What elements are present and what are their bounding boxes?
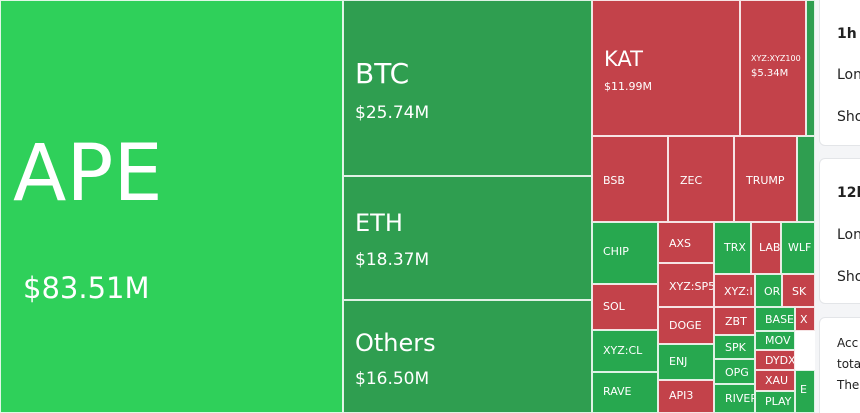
tile-symbol: SPK xyxy=(725,341,746,354)
tile-symbol: E xyxy=(800,383,807,396)
tile-symbol: ZEC xyxy=(680,174,703,187)
tile-rave[interactable]: RAVE xyxy=(592,372,658,413)
tile-kat[interactable]: KAT $11.99M xyxy=(592,0,740,136)
tile-symbol: KAT xyxy=(604,47,643,71)
tile-symbol: XYZ:I xyxy=(724,285,753,298)
tile-symbol: RIVER xyxy=(725,392,755,405)
card-long-label: Lon xyxy=(837,67,860,83)
card-long-label: Lon xyxy=(837,227,860,243)
info-card: Acc tota The xyxy=(819,317,860,413)
tile-wlf[interactable]: WLF xyxy=(781,222,815,274)
tile-opg[interactable]: OPG xyxy=(714,359,755,384)
tile-dydx[interactable]: DYDX xyxy=(755,350,795,370)
tile-axs[interactable]: AXS xyxy=(658,222,714,263)
tile-value: $5.34M xyxy=(751,68,789,79)
tile-or[interactable]: OR xyxy=(755,274,782,307)
tile-symbol: AXS xyxy=(669,237,692,250)
tile-unlabeled[interactable] xyxy=(806,0,815,136)
tile-xyz-sp5[interactable]: XYZ:SP5 xyxy=(658,263,714,307)
tile-xyz-xyz100[interactable]: XYZ:XYZ100 $5.34M xyxy=(740,0,806,136)
tile-symbol: SK xyxy=(792,285,807,298)
tile-sk[interactable]: SK xyxy=(782,274,815,307)
tile-ape[interactable]: APE $83.51M xyxy=(0,0,343,413)
tile-zec[interactable]: ZEC xyxy=(668,136,734,222)
tile-xyz-i[interactable]: XYZ:I xyxy=(714,274,755,307)
tile-symbol: WLF xyxy=(788,241,812,254)
tile-symbol: CHIP xyxy=(603,245,629,258)
tile-value: $11.99M xyxy=(604,80,652,93)
tile-symbol: Others xyxy=(355,329,436,357)
card-title: 1h xyxy=(837,26,857,42)
tile-symbol: TRX xyxy=(724,241,746,254)
tile-symbol: SOL xyxy=(603,300,625,313)
card-title: 12h xyxy=(837,185,860,201)
tile-trump[interactable]: TRUMP xyxy=(734,136,797,222)
tile-others[interactable]: Others $16.50M xyxy=(343,300,592,413)
info-line-2: tota xyxy=(837,357,860,371)
tile-value: $18.37M xyxy=(355,250,430,270)
tile-trx[interactable]: TRX xyxy=(714,222,751,274)
tile-base[interactable]: BASE xyxy=(755,307,795,331)
tile-enj[interactable]: ENJ xyxy=(658,344,714,380)
tile-symbol: API3 xyxy=(669,389,694,402)
tile-symbol: APE xyxy=(13,129,163,219)
tile-btc[interactable]: BTC $25.74M xyxy=(343,0,592,176)
tile-play[interactable]: PLAY xyxy=(755,391,795,413)
tile-symbol: ENJ xyxy=(669,355,688,368)
tile-value: $16.50M xyxy=(355,369,430,389)
tile-symbol: DYDX xyxy=(765,354,795,367)
tile-river[interactable]: RIVER xyxy=(714,384,755,413)
tile-zbt[interactable]: ZBT xyxy=(714,307,755,335)
tile-unlabeled[interactable] xyxy=(797,136,815,222)
tile-symbol: ETH xyxy=(355,209,403,237)
tile-symbol: XAU xyxy=(765,374,789,387)
tile-symbol: PLAY xyxy=(765,395,792,408)
tile-e[interactable]: E xyxy=(795,370,815,413)
tile-symbol: XYZ:SP5 xyxy=(669,280,714,293)
tile-bsb[interactable]: BSB xyxy=(592,136,668,222)
tile-mov[interactable]: MOV xyxy=(755,331,795,350)
tile-sol[interactable]: SOL xyxy=(592,284,658,330)
stats-card-1h: 1h Lon Sho xyxy=(819,0,860,146)
tile-symbol: BASE xyxy=(765,313,795,326)
tile-xau[interactable]: XAU xyxy=(755,370,795,391)
card-short-label: Sho xyxy=(837,269,860,285)
tile-x[interactable]: X xyxy=(795,307,815,331)
tile-eth[interactable]: ETH $18.37M xyxy=(343,176,592,300)
tile-xyz-cl[interactable]: XYZ:CL xyxy=(592,330,658,372)
info-line-1: Acc xyxy=(837,336,859,350)
tile-symbol: XYZ:CL xyxy=(603,344,643,357)
tile-symbol: BTC xyxy=(355,57,410,90)
tile-symbol: OR xyxy=(764,285,781,298)
tile-value: $25.74M xyxy=(355,103,430,123)
tile-lab[interactable]: LAB xyxy=(751,222,781,274)
stats-sidebar: 1h Lon Sho 12h Lon Sho Acc tota The xyxy=(815,0,860,413)
tile-symbol: XYZ:XYZ100 xyxy=(751,54,801,63)
tile-symbol: ZBT xyxy=(725,315,747,328)
tile-symbol: MOV xyxy=(765,334,791,347)
tile-api3[interactable]: API3 xyxy=(658,380,714,413)
tile-symbol: BSB xyxy=(603,174,625,187)
tile-symbol: OPG xyxy=(725,366,749,379)
tile-symbol: X xyxy=(800,313,808,326)
stats-card-12h: 12h Lon Sho xyxy=(819,158,860,304)
tile-doge[interactable]: DOGE xyxy=(658,307,714,344)
tile-symbol: TRUMP xyxy=(746,174,785,187)
tile-chip[interactable]: CHIP xyxy=(592,222,658,284)
liquidation-treemap: APE $83.51M BTC $25.74M ETH $18.37M Othe… xyxy=(0,0,815,413)
tile-value: $83.51M xyxy=(23,271,150,305)
card-short-label: Sho xyxy=(837,109,860,125)
tile-symbol: LAB xyxy=(759,241,781,254)
tile-spk[interactable]: SPK xyxy=(714,335,755,359)
tile-symbol: DOGE xyxy=(669,319,702,332)
info-line-3: The xyxy=(837,378,860,392)
tile-symbol: RAVE xyxy=(603,385,632,398)
